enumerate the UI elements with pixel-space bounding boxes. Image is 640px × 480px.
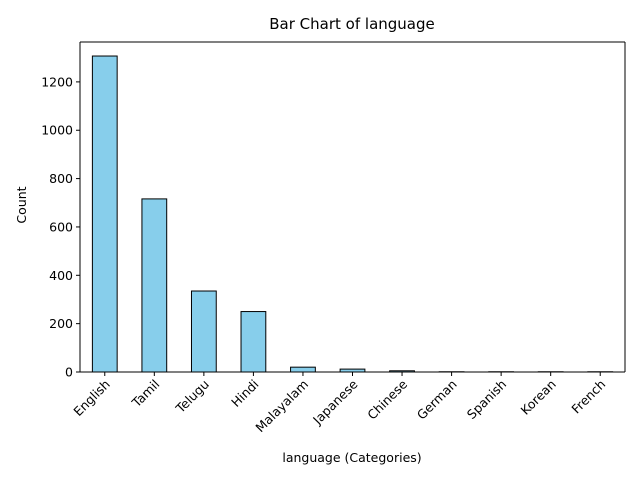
bar-hindi bbox=[240, 311, 267, 373]
x-tick-label-japanese: Japanese bbox=[309, 376, 361, 428]
x-tick-label-telugu: Telugu bbox=[172, 377, 212, 417]
x-tick-label-chinese: Chinese bbox=[364, 376, 410, 422]
y-tick-label-1200: 1200 bbox=[41, 74, 73, 89]
x-tick-label-hindi: Hindi bbox=[228, 377, 261, 410]
x-axis-label: language (Categories) bbox=[282, 450, 421, 465]
bar-tamil bbox=[141, 198, 168, 373]
y-tick-label-0: 0 bbox=[65, 365, 73, 380]
x-tick-label-tamil: Tamil bbox=[128, 377, 162, 411]
y-tick-label-600: 600 bbox=[49, 219, 73, 234]
plot-area: 0 200 400 600 800 1000 1200 English Tamil Telugu H… bbox=[41, 41, 626, 436]
x-tick-label-german: German bbox=[414, 377, 460, 423]
bar-malayalam bbox=[290, 366, 316, 373]
x-tick-label-malayalam: Malayalam bbox=[252, 377, 311, 436]
x-tick-label-korean: Korean bbox=[518, 377, 559, 418]
chart-title: Bar Chart of language bbox=[269, 15, 434, 33]
y-tick-label-1000: 1000 bbox=[41, 123, 73, 138]
y-tick-label-800: 800 bbox=[49, 171, 73, 186]
bar-english bbox=[91, 55, 118, 373]
y-tick-label-400: 400 bbox=[49, 268, 73, 283]
y-axis-label: Count bbox=[14, 186, 29, 223]
x-tick-label-french: French bbox=[568, 377, 608, 417]
x-tick-label-spanish: Spanish bbox=[464, 377, 510, 423]
x-tick-label-english: English bbox=[70, 377, 113, 420]
bar-telugu bbox=[190, 290, 217, 373]
y-tick-label-200: 200 bbox=[49, 316, 73, 331]
